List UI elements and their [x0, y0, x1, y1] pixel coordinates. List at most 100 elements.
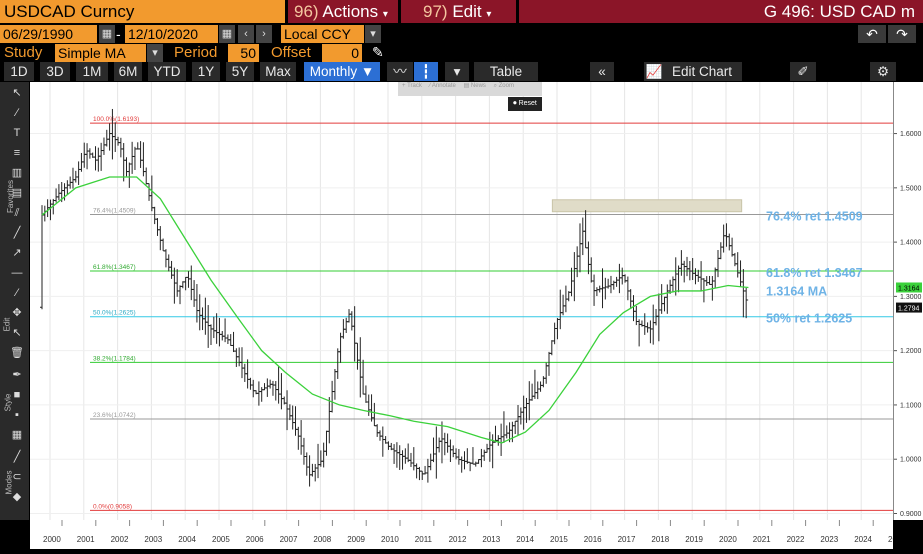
x-tick-label: 2002 [111, 535, 129, 544]
shape-icon[interactable]: ◆ [12, 491, 22, 503]
bar-chart-icon[interactable]: ┇ [414, 62, 438, 81]
calendar-icon[interactable]: ▦ [219, 25, 235, 43]
range-separator: - [116, 26, 121, 42]
offset-input[interactable]: 0 [322, 44, 362, 62]
x-tick-label: 2003 [144, 535, 162, 544]
period-button-3d[interactable]: 3D [40, 62, 70, 81]
bar-tool-icon[interactable]: ▥ [11, 167, 23, 179]
period-button-max[interactable]: Max [260, 62, 296, 81]
ma-price-tag [896, 282, 922, 293]
fib-label: 50.0%(1.2625) [93, 310, 136, 317]
zoom-button[interactable]: ⌕ Zoom [493, 83, 514, 89]
move-icon[interactable]: ✥ [12, 307, 22, 319]
undo-icon[interactable]: ↶ [858, 25, 886, 43]
period-button-1d[interactable]: 1D [4, 62, 34, 81]
y-tick-label: 1.3000 [900, 294, 922, 301]
x-tick-label: 2015 [550, 535, 568, 544]
chart-icon: 📈 [644, 62, 664, 81]
price-chart[interactable]: 100.0%(1.6193) 76.4%(1.4509) 61.8%(1.3467)… [30, 82, 896, 520]
start-date-field[interactable]: 06/29/1990 [0, 25, 97, 43]
channel-icon[interactable]: ⫽ [14, 207, 20, 219]
grid-icon[interactable]: ▦ [11, 429, 23, 441]
chevron-down-icon: ▾ [486, 9, 492, 20]
x-tick-label: 2012 [449, 535, 467, 544]
redo-icon[interactable]: ↷ [888, 25, 916, 43]
ticker-field[interactable]: USDCAD Curncy [0, 0, 285, 23]
annotate-icon[interactable]: ✐ [790, 62, 816, 81]
prev-arrow-icon[interactable]: ‹ [238, 25, 254, 43]
left-toolbar: ↖ ∕ T ≡ ▥ ▤ ⫽ ╱ ↗ — ⁄ ✥ ↖ 🗑 ✒ ■ ▪ ▦ ╱ ⊂ … [0, 82, 29, 520]
pattern-icon[interactable]: ▤ [11, 187, 23, 199]
actions-number: 96) [294, 2, 319, 21]
period-button-ytd[interactable]: YTD [148, 62, 186, 81]
annotate-toolbar: + Track ⁄ Annotate ▤ News ⌕ Zoom [398, 82, 542, 96]
ray-icon[interactable]: ⁄ [16, 287, 18, 299]
trend-line-icon[interactable]: ╱ [13, 227, 21, 239]
period-input[interactable]: 50 [228, 44, 259, 62]
delete-icon[interactable]: 🗑 [10, 347, 24, 359]
pen-icon[interactable]: ✒ [12, 369, 22, 381]
next-arrow-icon[interactable]: › [256, 25, 272, 43]
draw-line-icon[interactable]: ∕ [16, 107, 18, 119]
chevron-down-icon[interactable]: ▾ [445, 62, 469, 81]
fill-icon[interactable]: ■ [13, 389, 21, 401]
table-button[interactable]: Table [474, 62, 538, 81]
gear-icon[interactable]: ⚙ [870, 62, 896, 81]
collapse-icon[interactable]: « [590, 62, 614, 81]
x-tick-label: 2000 [43, 535, 61, 544]
chart-title: G 496: USD CAD m [763, 2, 915, 21]
x-tick-label: 2023 [820, 535, 838, 544]
fib-label: 38.2%(1.1784) [93, 355, 136, 362]
edit-chart-button[interactable]: Edit Chart [662, 62, 742, 81]
frequency-select[interactable]: Monthly ▼ [304, 62, 380, 81]
period-button-1m[interactable]: 1M [76, 62, 108, 81]
actions-menu[interactable]: 96) Actions ▾ [288, 0, 398, 23]
x-tick-label: 2022 [787, 535, 805, 544]
x-tick-label: 2018 [651, 535, 669, 544]
annotation-label: 76.4% ret 1.4509 [766, 209, 863, 223]
calendar-icon[interactable]: ▦ [99, 25, 115, 43]
currency-select[interactable]: Local CCY [281, 25, 364, 43]
reset-button[interactable]: ⏺ Reset [508, 97, 542, 111]
chevron-down-icon[interactable]: ▾ [365, 25, 381, 43]
edit-menu[interactable]: 97) Edit ▾ [401, 0, 516, 23]
select-icon[interactable]: ↖ [12, 327, 22, 339]
favorites-label: Favorites [5, 180, 15, 213]
chart-plot[interactable]: 100.0%(1.6193) 76.4%(1.4509) 61.8%(1.3467)… [30, 82, 896, 520]
horizontal-line-icon[interactable]: — [11, 267, 23, 279]
x-tick-label: 2017 [618, 535, 636, 544]
x-tick-label: 2011 [415, 535, 433, 544]
brush-icon[interactable]: ╱ [13, 451, 21, 463]
x-tick-label: 2021 [753, 535, 771, 544]
line-chart-icon[interactable]: 〰 [387, 62, 413, 81]
current-price-label: 1.2794 [898, 306, 920, 313]
chevron-down-icon[interactable]: ▾ [147, 44, 163, 62]
x-tick-label: 2006 [246, 535, 264, 544]
period-button-5y[interactable]: 5Y [226, 62, 254, 81]
x-tick-label: 2007 [280, 535, 298, 544]
color-icon[interactable]: ▪ [15, 409, 19, 421]
y-axis: 1.6000 1.5000 1.4000 1.3000 1.2000 1.1000 1.00… [893, 82, 923, 520]
edit-number: 97) [423, 2, 448, 21]
x-tick-label: 2013 [482, 535, 500, 544]
x-tick-label: 2019 [685, 535, 703, 544]
arrow-icon[interactable]: ↗ [12, 247, 22, 259]
period-button-6m[interactable]: 6M [114, 62, 142, 81]
study-select[interactable]: Simple MA [55, 44, 146, 62]
track-button[interactable]: + Track [402, 83, 422, 89]
pencil-icon[interactable]: ✎ [372, 44, 384, 60]
x-tick-label: 2001 [77, 535, 95, 544]
cursor-icon[interactable]: ↖ [12, 87, 22, 99]
x-tick-label: 2024 [854, 535, 872, 544]
end-date-field[interactable]: 12/10/2020 [125, 25, 218, 43]
x-tick-label: 2005 [212, 535, 230, 544]
fibonacci-icon[interactable]: ≡ [13, 147, 21, 159]
news-button[interactable]: ▤ News [463, 83, 486, 89]
period-button-1y[interactable]: 1Y [192, 62, 220, 81]
y-tick-label: 1.6000 [900, 131, 922, 138]
text-tool-icon[interactable]: T [13, 127, 21, 139]
annotate-button[interactable]: ⁄ Annotate [429, 83, 456, 89]
magnet-icon[interactable]: ⊂ [12, 471, 22, 483]
fib-label: 23.6%(1.0742) [93, 412, 136, 419]
y-tick-label: 0.9000 [900, 511, 922, 518]
